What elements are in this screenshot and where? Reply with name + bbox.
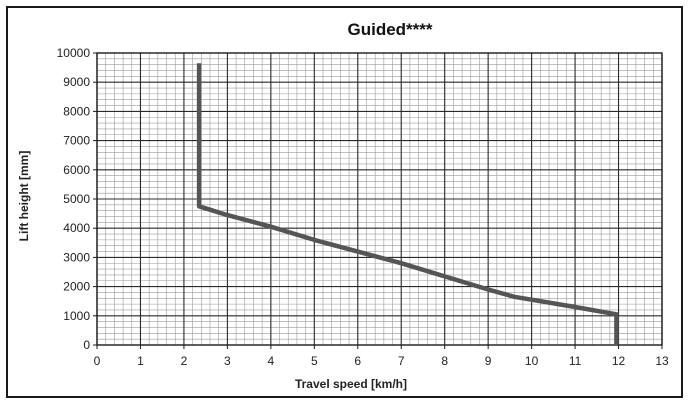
x-tick-label: 2 [181, 354, 188, 368]
y-tick-label: 9000 [63, 75, 90, 89]
chart-frame: Guided**** 0 1 2 3 4 5 6 7 8 9 10 11 12 13 0 1000 2000 3… [6, 6, 683, 398]
y-tick-label: 7000 [63, 134, 90, 148]
x-tick-label: 6 [354, 354, 361, 368]
y-tick-label: 6000 [63, 163, 90, 177]
y-tick-label: 10000 [57, 46, 91, 60]
x-tick-label: 11 [569, 354, 582, 368]
y-tick-label: 1000 [63, 309, 90, 323]
x-tick-label: 8 [441, 354, 448, 368]
y-tick-label: 2000 [63, 280, 90, 294]
chart-title: Guided**** [347, 20, 432, 39]
x-tick-label: 4 [268, 354, 275, 368]
x-axis: 0 1 2 3 4 5 6 7 8 9 10 11 12 13 [94, 345, 669, 368]
series-line [196, 63, 619, 345]
y-tick-label: 5000 [63, 192, 90, 206]
x-tick-label: 13 [655, 354, 669, 368]
x-tick-label: 1 [137, 354, 144, 368]
y-tick-label: 8000 [63, 104, 90, 118]
y-axis-label: Lift height [mm] [17, 151, 31, 242]
x-tick-label: 0 [94, 354, 101, 368]
y-tick-label: 0 [83, 338, 90, 352]
x-tick-label: 5 [311, 354, 318, 368]
major-gridlines [96, 52, 663, 346]
y-axis: 0 1000 2000 3000 4000 5000 6000 7000 8000 9000 100… [57, 46, 97, 352]
x-tick-label: 9 [485, 354, 492, 368]
line-chart: Guided**** 0 1 2 3 4 5 6 7 8 9 10 11 12 13 0100020003… [17, 20, 669, 391]
x-tick-label: 3 [224, 354, 231, 368]
x-tick-label: 10 [525, 354, 539, 368]
x-tick-label: 12 [612, 354, 626, 368]
series-layer [196, 63, 619, 345]
y-tick-label: 4000 [63, 221, 90, 235]
x-tick-label: 7 [398, 354, 405, 368]
x-axis-label: Travel speed [km/h] [295, 377, 407, 391]
y-tick-label: 3000 [63, 250, 90, 264]
